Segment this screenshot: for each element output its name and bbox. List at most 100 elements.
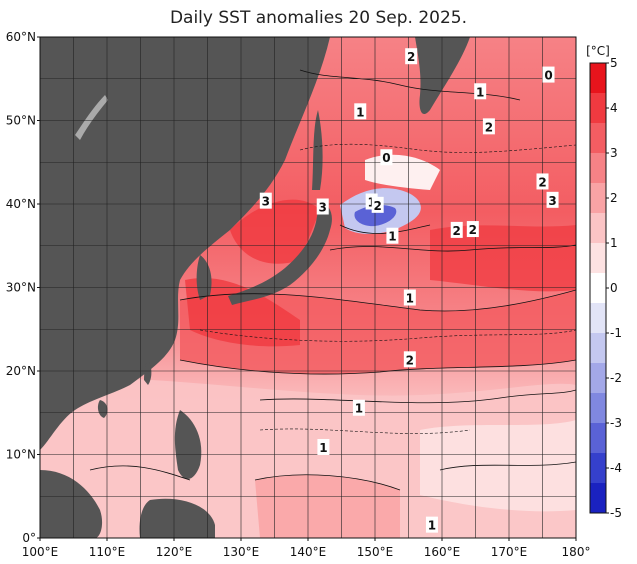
colorbar-label: 1 xyxy=(610,236,618,250)
colorbar-label: -4 xyxy=(610,461,622,475)
colorbar-swatch xyxy=(590,273,606,304)
colorbar-swatch xyxy=(590,453,606,484)
contour-label-box xyxy=(317,438,330,455)
colorbar-labels: 5 4 3 2 1 0 -1 -2 -3 -4 -5 xyxy=(606,56,622,520)
colorbar-swatch xyxy=(590,243,606,274)
contour-label-box xyxy=(542,66,555,83)
contour-label: 1 xyxy=(388,230,396,244)
colorbar-swatch xyxy=(590,123,606,154)
colorbar-swatch xyxy=(590,363,606,394)
latitude-tick-label: 20°N xyxy=(6,364,36,378)
contour-label: 3 xyxy=(262,195,270,209)
philippines xyxy=(174,410,202,480)
contour-label: 3 xyxy=(548,194,556,208)
colorbar-swatch xyxy=(590,93,606,124)
colorbar-swatch xyxy=(590,63,606,94)
contour-label-box xyxy=(371,196,384,213)
longitude-tick-label: 110°E xyxy=(89,545,126,559)
contour-label: 1 xyxy=(319,441,327,455)
contour-label: 2 xyxy=(453,224,461,238)
contour-label: 1 xyxy=(355,402,363,416)
longitude-tick-label: 120°E xyxy=(156,545,193,559)
longitude-tick-label: 150°E xyxy=(357,545,394,559)
longitude-tick-label: 160°E xyxy=(424,545,461,559)
contour-label-box xyxy=(259,192,272,209)
warm-patch-south xyxy=(255,474,400,538)
contour-label: 2 xyxy=(485,120,493,134)
contour-label: 1 xyxy=(428,519,436,533)
longitude-tick-label: 180° xyxy=(562,545,591,559)
colorbar-label: 2 xyxy=(610,191,618,205)
contour-label-box xyxy=(466,221,479,238)
contour-label-box xyxy=(386,227,399,244)
longitude-tick-label: 130°E xyxy=(223,545,260,559)
graticule xyxy=(40,37,576,538)
contour-label-box xyxy=(425,516,438,533)
contour-label: 2 xyxy=(469,223,477,237)
longitude-tick-label: 100°E xyxy=(22,545,59,559)
colorbar-label: -5 xyxy=(610,506,622,520)
warm-patch-japan-sea xyxy=(230,199,320,264)
contour-label: 3 xyxy=(319,201,327,215)
colorbar-swatch xyxy=(590,303,606,334)
colorbar-label: 0 xyxy=(610,281,618,295)
contour-label: 2 xyxy=(374,199,382,213)
contour-label-box xyxy=(450,221,463,238)
contour-label-box xyxy=(380,149,393,166)
colorbar-swatch xyxy=(590,483,606,514)
taiwan xyxy=(144,360,152,385)
colorbar-label: 4 xyxy=(610,101,618,115)
warm-patch-kuroshio-ext xyxy=(430,225,576,292)
contour-label-box xyxy=(482,118,495,135)
map-title: Daily SST anomalies 20 Sep. 2025. xyxy=(169,8,468,28)
colorbar-label: 3 xyxy=(610,146,618,160)
colorbar-swatch xyxy=(590,423,606,454)
dashed-contours xyxy=(199,143,576,434)
colorbar-label: 5 xyxy=(610,56,618,70)
latitude-labels: 60°N 50°N 40°N 30°N 20°N 10°N 0° xyxy=(6,30,40,545)
colorbar-label: -2 xyxy=(610,371,622,385)
kamchatka xyxy=(415,37,470,115)
asia-mainland xyxy=(40,37,330,450)
latitude-tick-label: 30°N xyxy=(6,281,36,295)
contour-label: 0 xyxy=(382,151,390,165)
colorbar-unit: [°C] xyxy=(586,44,610,58)
colorbar-swatch xyxy=(590,213,606,244)
contour-label-box xyxy=(403,289,416,306)
indochina-south xyxy=(40,470,103,538)
contour-label-box xyxy=(352,399,365,416)
contour-label-box xyxy=(536,173,549,190)
contour-label-box xyxy=(474,83,487,100)
colorbar-swatch xyxy=(590,333,606,364)
longitude-tick-label: 170°E xyxy=(491,545,528,559)
colorbar-label: -3 xyxy=(610,416,622,430)
contour-label: 1 xyxy=(476,85,484,99)
sakhalin xyxy=(312,110,323,190)
contour-label: 2 xyxy=(407,50,415,64)
latitude-tick-label: 40°N xyxy=(6,197,36,211)
colorbar-label: -1 xyxy=(610,326,622,340)
latitude-tick-label: 50°N xyxy=(6,114,36,128)
colorbar-swatch xyxy=(590,183,606,214)
colorbar-swatches xyxy=(589,62,607,514)
borneo xyxy=(139,498,215,538)
contour-label: 1 xyxy=(406,292,414,306)
contour-label: 2 xyxy=(538,175,546,189)
contour-label-box xyxy=(405,48,418,65)
lake-baikal xyxy=(75,95,108,140)
latitude-tick-label: 0° xyxy=(22,531,36,545)
longitude-tick-label: 140°E xyxy=(290,545,327,559)
cold-core xyxy=(354,204,397,227)
contour-label-box xyxy=(546,191,559,208)
contour-label: 1 xyxy=(356,105,364,119)
colorbar-swatch xyxy=(590,393,606,424)
contour-label-box xyxy=(354,103,367,120)
latitude-tick-label: 60°N xyxy=(6,30,36,44)
colorbar-swatch xyxy=(590,153,606,184)
longitude-labels: 100°E 110°E 120°E 130°E 140°E 150°E 160°E 170°E… xyxy=(22,538,591,559)
contour-label: 1 xyxy=(367,195,375,209)
contour-label-box xyxy=(403,351,416,368)
contour-label: 2 xyxy=(406,353,414,367)
